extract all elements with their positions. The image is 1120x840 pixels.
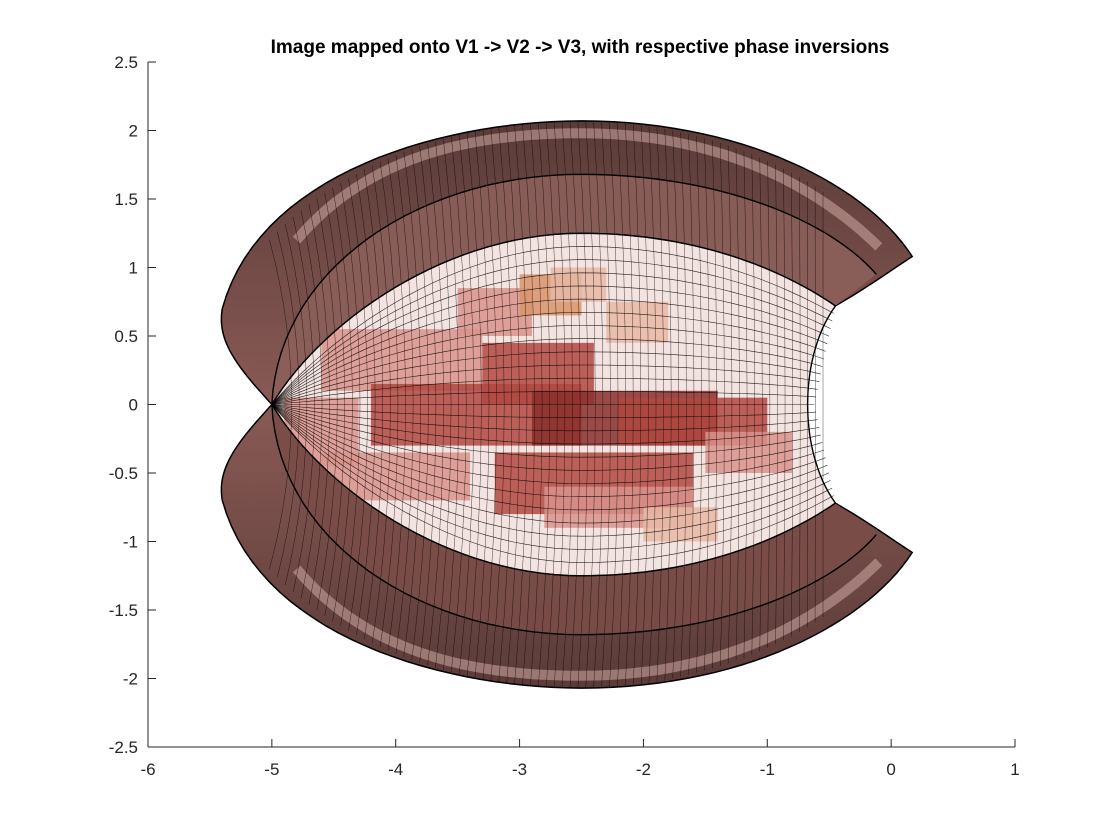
x-tick-label: 1 [1010,760,1019,779]
y-tick-label: -2.5 [109,738,138,757]
y-tick-label: -0.5 [109,464,138,483]
x-tick-label: -1 [760,760,775,779]
y-tick-label: 0.5 [114,327,138,346]
y-ticks: -2.5 -2 -1.5 -1 -0.5 0 0.5 1 1.5 2 2.5 [109,53,156,757]
y-tick-label: 2.5 [114,53,138,72]
face-patch [705,432,792,473]
y-tick-label: -1 [123,533,138,552]
y-tick-label: -1.5 [109,601,138,620]
y-tick-label: 2 [129,122,138,141]
y-tick-label: 0 [129,396,138,415]
x-tick-label: -3 [512,760,527,779]
face-patch [606,302,668,343]
x-tick-label: -4 [388,760,403,779]
x-tick-label: -5 [264,760,279,779]
chart-title: Image mapped onto V1 -> V2 -> V3, with r… [271,37,890,58]
y-tick-label: 1.5 [114,190,138,209]
surface [221,121,912,688]
y-tick-label: -2 [123,670,138,689]
x-tick-label: -2 [636,760,651,779]
y-tick-label: 1 [129,259,138,278]
x-tick-label: -6 [140,760,155,779]
x-ticks: -6 -5 -4 -3 -2 -1 0 1 [140,739,1019,779]
x-tick-label: 0 [886,760,895,779]
